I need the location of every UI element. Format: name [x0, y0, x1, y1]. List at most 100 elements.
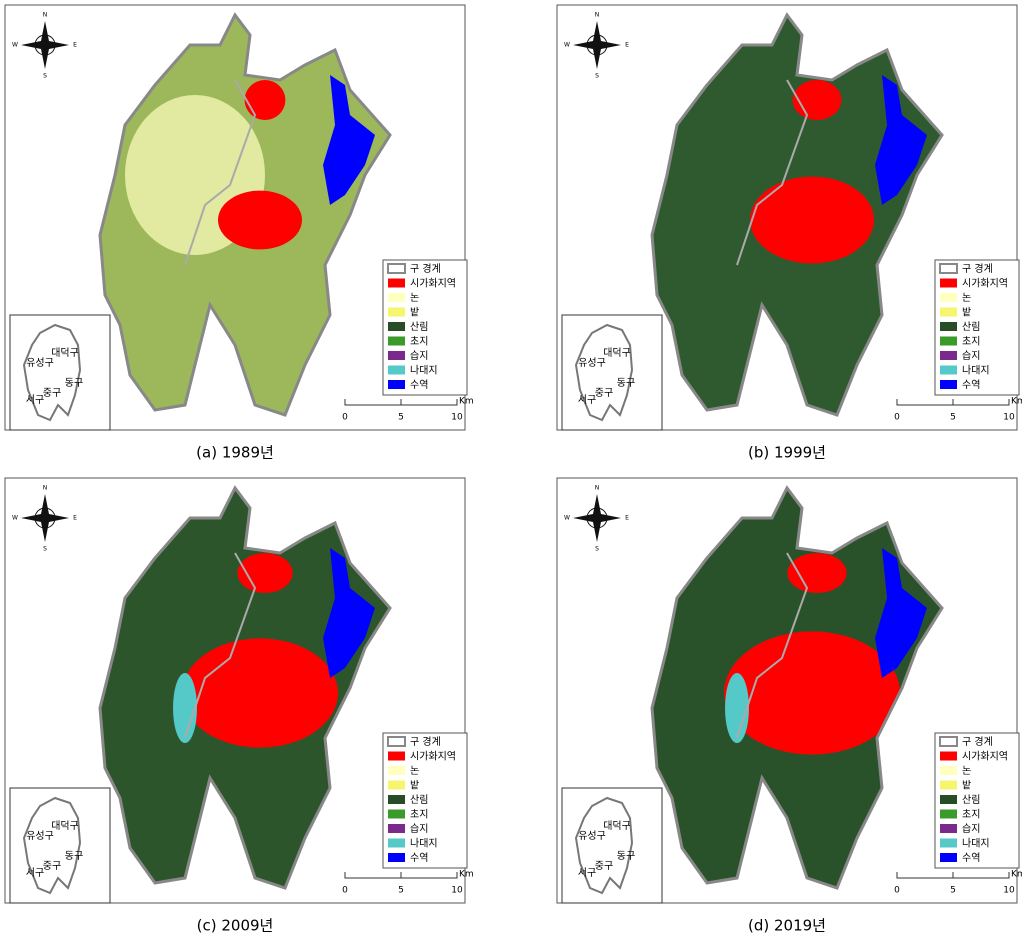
compass-label: S [595, 73, 599, 80]
legend-swatch [940, 853, 957, 862]
legend-label: 시가화지역 [410, 751, 456, 763]
legend-label: 밭 [410, 307, 419, 319]
legend-swatch [388, 839, 405, 848]
legend-label: 수역 [962, 852, 980, 864]
legend-swatch [940, 264, 957, 273]
legend-label: 산림 [962, 794, 980, 806]
legend-swatch [388, 351, 405, 360]
legend-label: 초지 [962, 336, 980, 348]
legend-swatch [940, 322, 957, 331]
legend-label: 초지 [962, 809, 980, 821]
legend-swatch [388, 322, 405, 331]
legend-label: 나대지 [410, 365, 438, 377]
legend-swatch [388, 752, 405, 761]
legend-label: 습지 [962, 350, 980, 362]
legend-swatch [388, 824, 405, 833]
inset-label: 대덕구 [51, 347, 79, 359]
scale-unit: Km [1011, 870, 1022, 880]
caption: (b) 1999년 [748, 444, 826, 462]
legend-label: 구 경계 [410, 262, 441, 275]
legend-label: 초지 [410, 336, 428, 348]
legend-swatch [940, 279, 957, 288]
legend-label: 시가화지역 [962, 278, 1008, 290]
legend-swatch [940, 293, 957, 302]
legend-swatch [940, 839, 957, 848]
caption: (c) 2009년 [197, 917, 274, 935]
legend-label: 논 [410, 765, 419, 777]
legend-swatch [388, 380, 405, 389]
legend-swatch [940, 337, 957, 346]
urban-area [218, 191, 302, 250]
compass-label: S [595, 546, 599, 553]
legend-label: 논 [962, 292, 971, 304]
legend-swatch [388, 337, 405, 346]
scale-tick-label: 10 [451, 886, 463, 896]
inset-label: 동구 [617, 850, 635, 862]
legend-swatch [388, 279, 405, 288]
legend-swatch [940, 351, 957, 360]
figure: NSWE대덕구유성구동구서구중구구 경계시가화지역논밭산림초지습지나대지수역05… [0, 0, 1022, 943]
legend-label: 산림 [962, 321, 980, 333]
legend-swatch [940, 810, 957, 819]
inset-label: 동구 [65, 377, 83, 389]
legend-label: 구 경계 [410, 735, 441, 748]
legend-swatch [388, 781, 405, 790]
compass-label: E [73, 42, 77, 49]
legend-swatch [940, 795, 957, 804]
compass-label: W [12, 42, 18, 49]
legend-swatch [388, 766, 405, 775]
legend-swatch [388, 795, 405, 804]
compass-label: N [43, 12, 48, 19]
inset-label: 중구 [43, 387, 61, 399]
scale-tick-label: 10 [1003, 413, 1015, 423]
legend-swatch [940, 380, 957, 389]
scale-tick-label: 5 [950, 413, 956, 423]
compass-label: N [595, 485, 600, 492]
scale-tick-label: 5 [398, 886, 404, 896]
urban-north [787, 553, 846, 593]
legend-label: 논 [410, 292, 419, 304]
bare-land [725, 673, 749, 743]
scale-tick-label: 0 [894, 886, 900, 896]
inset-label: 동구 [65, 850, 83, 862]
legend-swatch [940, 308, 957, 317]
compass-label: S [43, 546, 47, 553]
scale-unit: Km [459, 397, 474, 407]
legend-swatch [388, 293, 405, 302]
legend-swatch [388, 810, 405, 819]
inset-map: 대덕구유성구동구서구중구 [10, 315, 110, 430]
scale-tick-label: 0 [894, 413, 900, 423]
scale-tick-label: 0 [342, 413, 348, 423]
inset-label: 중구 [595, 387, 613, 399]
scale-unit: Km [1011, 397, 1022, 407]
inset-label: 유성구 [578, 357, 606, 369]
compass-label: S [43, 73, 47, 80]
legend-label: 논 [962, 765, 971, 777]
inset-label: 중구 [43, 860, 61, 872]
compass-label: E [625, 42, 629, 49]
legend-swatch [940, 824, 957, 833]
compass-label: E [73, 515, 77, 522]
scale-tick-label: 5 [950, 886, 956, 896]
legend-label: 나대지 [410, 838, 438, 850]
legend-label: 밭 [410, 780, 419, 792]
inset-label: 중구 [595, 860, 613, 872]
compass-label: W [564, 515, 570, 522]
inset-label: 서구 [26, 394, 44, 406]
scale-tick-label: 5 [398, 413, 404, 423]
compass-label: W [12, 515, 18, 522]
legend-label: 산림 [410, 794, 428, 806]
map-panel: NSWE대덕구유성구동구서구중구구 경계시가화지역논밭산림초지습지나대지수역05… [5, 478, 474, 935]
scale-unit: Km [459, 870, 474, 880]
legend-swatch [940, 737, 957, 746]
inset-label: 서구 [578, 394, 596, 406]
legend-swatch [388, 853, 405, 862]
legend-swatch [940, 781, 957, 790]
